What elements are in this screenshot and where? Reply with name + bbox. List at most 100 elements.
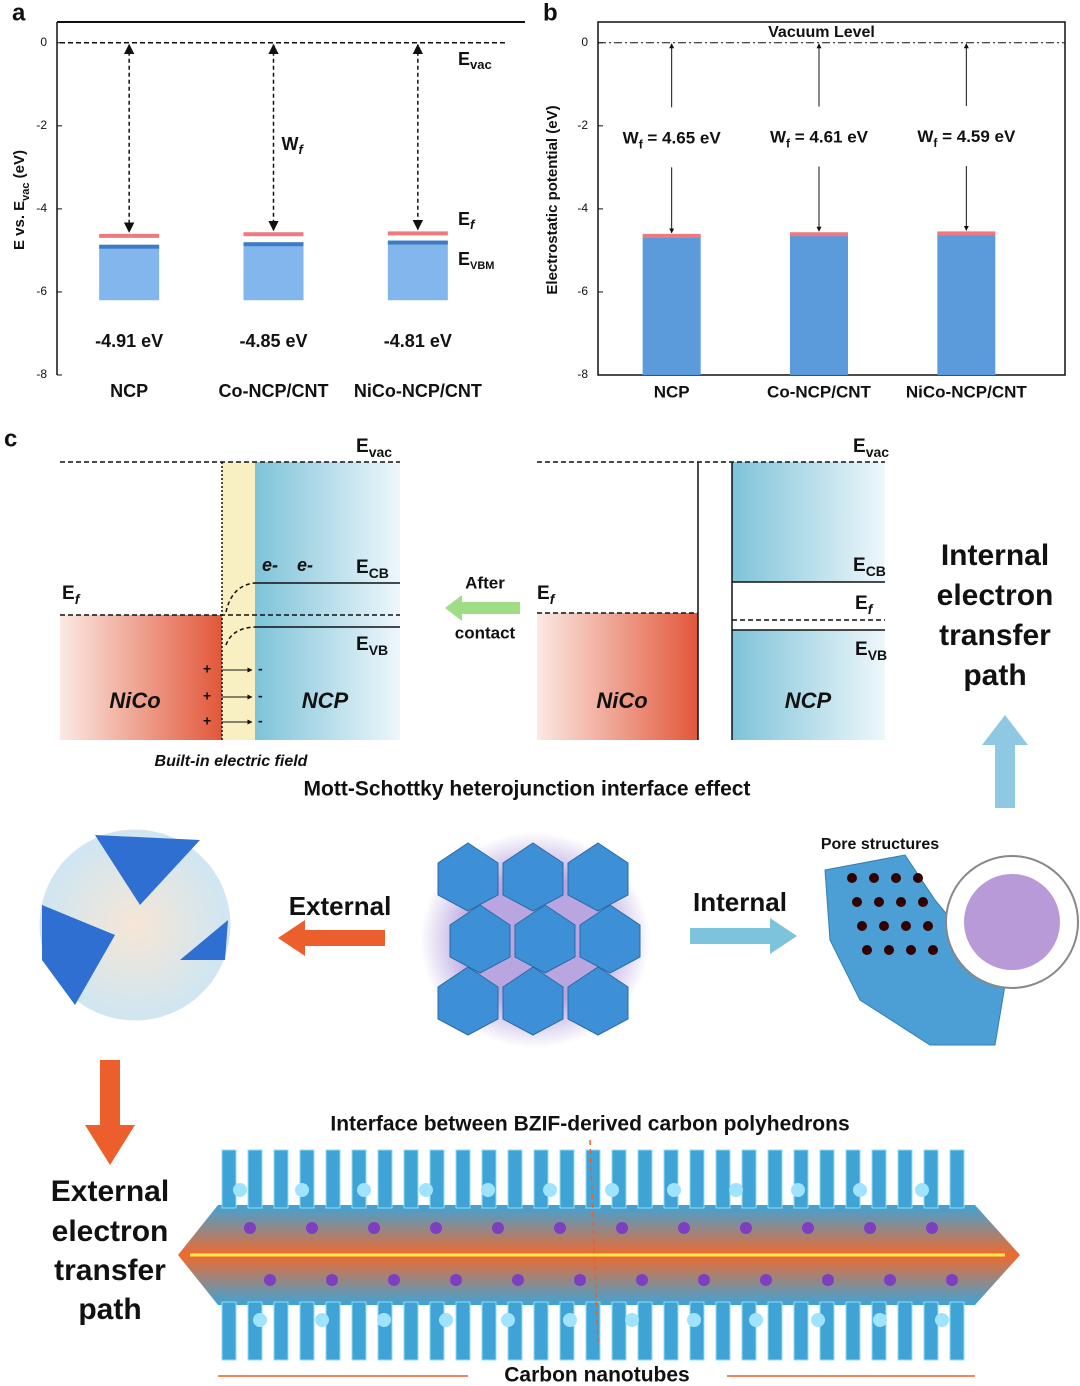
y-tick-label: 0 (581, 35, 588, 49)
pore (906, 945, 916, 955)
pore (847, 873, 857, 883)
polyhedron (567, 842, 629, 912)
arrow-text: contact (455, 623, 516, 642)
label: E vs. Evac (eV) (11, 150, 32, 250)
pore (923, 921, 933, 931)
semiconductor-region (255, 462, 400, 740)
tooth (793, 1149, 809, 1209)
symbol: E (855, 593, 868, 614)
ion (233, 1183, 247, 1197)
y-tick-label: -2 (36, 118, 47, 132)
band (387, 242, 448, 301)
ion (605, 1183, 619, 1197)
label: Wf (282, 134, 305, 158)
symbol: E (356, 436, 369, 457)
path-text: electron (52, 1215, 169, 1248)
symbol: E (458, 249, 470, 269)
metal-label: NiCo (596, 688, 647, 713)
y-tick-label: -4 (36, 201, 47, 215)
tooth (897, 1149, 913, 1209)
effect-title: Mott-Schottky heterojunction interface e… (304, 778, 751, 801)
label: EVB (855, 639, 887, 663)
label: Evac (853, 436, 889, 460)
x-tick-label: NiCo-NCP/CNT (906, 382, 1027, 401)
bar (642, 235, 701, 375)
metal-region (537, 613, 698, 740)
subscript: f (299, 142, 305, 157)
y-tick-label: -8 (577, 367, 588, 381)
tooth (481, 1301, 497, 1361)
tooth (559, 1149, 575, 1209)
tooth (377, 1301, 393, 1361)
tooth (247, 1301, 263, 1361)
subscript: VB (868, 647, 887, 663)
contact-arrow (445, 595, 520, 621)
ion (253, 1313, 267, 1327)
molecule (740, 1222, 752, 1234)
tooth (663, 1149, 679, 1209)
polyhedron (579, 904, 641, 974)
fermi-level (99, 233, 160, 238)
symbol: W (282, 134, 299, 154)
symbol: E (458, 49, 470, 69)
semiconductor-label: NCP (785, 688, 832, 713)
ion (501, 1313, 515, 1327)
external-label: External (289, 891, 392, 921)
molecule (574, 1274, 586, 1286)
tooth (455, 1301, 471, 1361)
charge: - (258, 713, 263, 729)
tooth (533, 1301, 549, 1361)
subscript: f (933, 136, 938, 150)
panel-label: a (12, 0, 26, 26)
symbol: E (853, 555, 866, 576)
bar-top (937, 231, 996, 236)
y-tick-label: -8 (36, 367, 47, 381)
tooth (455, 1149, 471, 1209)
tooth (247, 1149, 263, 1209)
x-tick-label: Co-NCP/CNT (767, 382, 871, 401)
subscript: f (470, 217, 476, 232)
path-text: path (963, 659, 1026, 692)
tooth (611, 1149, 627, 1209)
tooth (949, 1301, 965, 1361)
subscript: vac (369, 444, 393, 460)
text: = 4.61 eV (790, 128, 869, 147)
molecule (430, 1222, 442, 1234)
pore (896, 897, 906, 907)
vbm-line (243, 242, 304, 247)
nanotube-label: Carbon nanotubes (504, 1364, 690, 1386)
ion (543, 1183, 557, 1197)
symbol: E (855, 639, 868, 660)
pore (884, 945, 894, 955)
panel-c: c Evac e- e- ECB Ef EVB + + + - - - NiCo… (4, 425, 1079, 1386)
molecule (368, 1222, 380, 1234)
ion (667, 1183, 681, 1197)
polyhedron (437, 966, 499, 1036)
tooth (429, 1301, 445, 1361)
symbol: E vs. E (11, 201, 28, 250)
polyhedron (514, 904, 576, 974)
tooth (611, 1301, 627, 1361)
value-label: -4.81 eV (384, 331, 452, 351)
subscript: VB (369, 642, 388, 658)
molecule (946, 1274, 958, 1286)
text: = 4.59 eV (937, 128, 1016, 147)
molecule (554, 1222, 566, 1234)
polyhedron (95, 835, 200, 905)
tooth (481, 1149, 497, 1209)
internal-label: Internal (693, 887, 787, 917)
molecule (636, 1274, 648, 1286)
ion (853, 1183, 867, 1197)
pores (847, 873, 938, 955)
semiconductor-label: NCP (302, 688, 349, 713)
symbol: E (356, 634, 369, 655)
label: ECB (853, 555, 886, 579)
molecule (326, 1274, 338, 1286)
polyhedron (437, 842, 499, 912)
path-text: electron (937, 579, 1054, 612)
polyhedron (42, 905, 115, 1005)
cubes (437, 842, 641, 1036)
ion (625, 1313, 639, 1327)
ion (377, 1313, 391, 1327)
